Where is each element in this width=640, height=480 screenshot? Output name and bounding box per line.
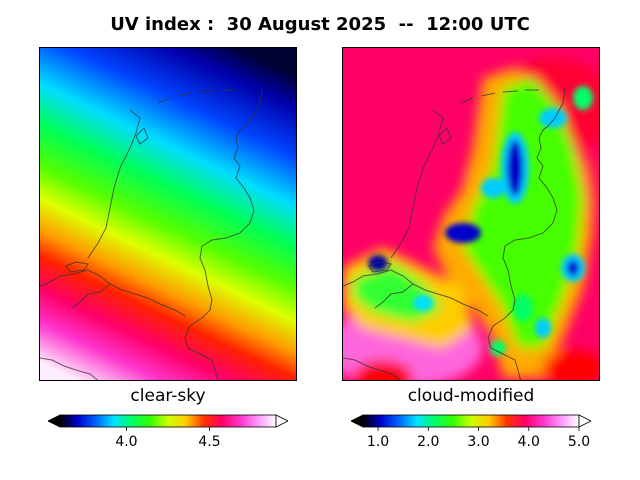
figure-title: UV index : 30 August 2025 -- 12:00 UTC — [110, 14, 530, 35]
clear-sky-field — [40, 48, 296, 380]
cloud-pattern — [343, 58, 599, 380]
clear-sky-map — [39, 47, 297, 381]
colorbar-tick-label: 5.0 — [567, 434, 591, 450]
cloud-modified-label: cloud-modified — [407, 386, 535, 406]
clear-sky-colorbar — [48, 414, 288, 431]
colorbar-tick-label: 4.5 — [198, 434, 221, 450]
cloud-cores — [368, 86, 593, 356]
coastline-outline — [40, 87, 263, 380]
cloud-modified-map — [342, 47, 600, 381]
colorbar-tick-label: 1.0 — [366, 434, 390, 450]
colorbar-tick-label: 2.0 — [417, 434, 440, 450]
colorbar-tick-label: 4.0 — [115, 434, 138, 450]
colorbar-tick-label: 3.0 — [467, 434, 490, 450]
coastline-outline — [343, 87, 566, 380]
colorbar-tick-label: 4.0 — [517, 434, 540, 450]
cloud-modified-colorbar — [351, 414, 591, 431]
clear-sky-label: clear-sky — [130, 386, 206, 406]
